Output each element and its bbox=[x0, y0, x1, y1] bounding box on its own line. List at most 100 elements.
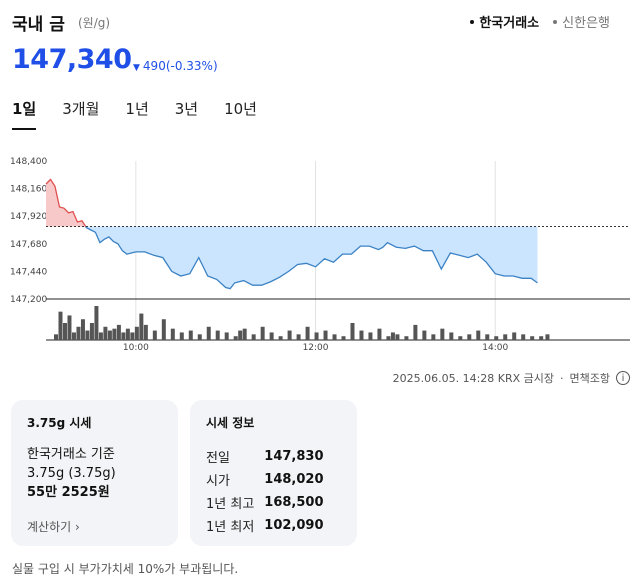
volume-bar bbox=[206, 326, 211, 340]
volume-bar bbox=[112, 328, 117, 340]
x-tick-label: 14:00 bbox=[482, 343, 508, 353]
volume-bar bbox=[134, 326, 139, 340]
price-chart[interactable]: 148,400 148,160 147,920 147,680 147,440 147,2… bbox=[0, 146, 640, 356]
info-card-title: 시세 정보 bbox=[206, 416, 255, 430]
volume-bar bbox=[224, 332, 229, 340]
volume-bar bbox=[62, 323, 67, 340]
info-value: 148,020 bbox=[264, 472, 324, 487]
volume-bar bbox=[530, 336, 535, 340]
table-row: 1년 최저 102,090 bbox=[206, 514, 324, 537]
volume-bar bbox=[323, 330, 328, 340]
volume-bar bbox=[485, 334, 490, 340]
info-value: 147,830 bbox=[264, 449, 324, 464]
y-tick-label: 148,400 bbox=[10, 157, 47, 167]
weight-basis: 한국거래소 기준 bbox=[27, 447, 115, 462]
tab-1y[interactable]: 1년 bbox=[125, 100, 149, 118]
tab-3y[interactable]: 3년 bbox=[174, 100, 199, 118]
volume-bar bbox=[130, 332, 135, 340]
volume-bar bbox=[80, 319, 85, 340]
volume-bar bbox=[413, 324, 418, 340]
x-tick-label: 10:00 bbox=[123, 343, 149, 353]
weight-card-title: 3.75g 시세 bbox=[27, 416, 92, 430]
volume-bar bbox=[170, 328, 175, 340]
y-tick-label: 147,920 bbox=[10, 212, 47, 222]
current-price: 147,340 bbox=[12, 44, 132, 75]
info-key: 시가 bbox=[206, 474, 230, 489]
volume-bar bbox=[359, 330, 364, 340]
volume-bar bbox=[386, 336, 391, 340]
volume-bar bbox=[121, 332, 126, 340]
volume-bar bbox=[341, 336, 346, 340]
bullet-icon bbox=[553, 19, 558, 24]
y-tick-label: 147,680 bbox=[10, 240, 47, 250]
info-key: 전일 bbox=[206, 451, 230, 466]
volume-bar bbox=[98, 332, 103, 340]
volume-bar bbox=[431, 334, 436, 340]
y-tick-label: 147,440 bbox=[10, 267, 47, 277]
volume-bar bbox=[404, 336, 409, 340]
area-below bbox=[85, 226, 538, 289]
volume-bar bbox=[494, 336, 499, 340]
volume-bar bbox=[390, 332, 395, 340]
volume-bar bbox=[85, 330, 90, 340]
volume-bar bbox=[260, 326, 265, 340]
volume-bar bbox=[103, 326, 108, 340]
volume-bar bbox=[89, 323, 94, 340]
volume-bar bbox=[94, 306, 99, 340]
volume-bar bbox=[440, 328, 445, 340]
volume-bar bbox=[215, 330, 220, 340]
volume-bar bbox=[161, 319, 166, 340]
table-row: 전일 147,830 bbox=[206, 445, 324, 468]
volume-bar bbox=[503, 334, 508, 340]
volume-bar bbox=[395, 334, 400, 340]
volume-bar bbox=[71, 332, 76, 340]
volume-bar bbox=[305, 326, 310, 340]
volume-bar bbox=[512, 332, 517, 340]
volume-bar bbox=[368, 332, 373, 340]
volume-bar bbox=[539, 336, 544, 340]
volume-bar bbox=[314, 332, 319, 340]
volume-bar bbox=[449, 332, 454, 340]
volume-bar bbox=[197, 334, 202, 340]
volume-bar bbox=[76, 326, 81, 340]
info-key: 1년 최저 bbox=[206, 520, 255, 535]
y-tick-label: 147,200 bbox=[10, 295, 47, 305]
price-change: ▼ 490(-0.33%) bbox=[133, 59, 218, 73]
volume-bar bbox=[458, 336, 463, 340]
price-info-table: 전일 147,830 시가 148,020 1년 최고 168,500 1년 최저 10… bbox=[206, 445, 324, 537]
bullet-icon bbox=[470, 19, 475, 24]
volume-bar bbox=[296, 334, 301, 340]
volume-bar bbox=[233, 336, 238, 340]
volume-bar bbox=[251, 334, 256, 340]
separator-dot: · bbox=[560, 371, 564, 385]
info-icon[interactable]: i bbox=[616, 371, 630, 385]
weight-value: 55만 2525원 bbox=[27, 485, 110, 500]
calculate-link[interactable]: 계산하기 › bbox=[27, 520, 80, 534]
period-tabs: 1일 3개월 1년 3년 10년 bbox=[12, 98, 283, 130]
tab-10y[interactable]: 10년 bbox=[224, 100, 257, 118]
volume-bar bbox=[269, 332, 274, 340]
vat-footnote: 실물 구입 시 부가가치세 10%가 부과됩니다. bbox=[12, 562, 239, 576]
volume-bar bbox=[152, 330, 157, 340]
volume-bar bbox=[350, 323, 355, 340]
volume-bar bbox=[422, 330, 427, 340]
price-info-card: 시세 정보 전일 147,830 시가 148,020 1년 최고 168,500 1… bbox=[190, 400, 357, 546]
volume-bar bbox=[139, 313, 144, 340]
source-krx[interactable]: 한국거래소 bbox=[470, 12, 539, 31]
weight-amount: 3.75g (3.75g) bbox=[27, 466, 116, 481]
change-amount: 490 bbox=[142, 59, 166, 73]
source-krx-label: 한국거래소 bbox=[479, 16, 540, 31]
volume-bar bbox=[125, 328, 130, 340]
source-shinhan[interactable]: 신한은행 bbox=[553, 12, 610, 31]
tab-3m[interactable]: 3개월 bbox=[62, 100, 100, 118]
volume-bar bbox=[287, 330, 292, 340]
info-value: 102,090 bbox=[264, 518, 324, 533]
volume-bar bbox=[476, 330, 481, 340]
unit-label: (원/g) bbox=[78, 16, 111, 30]
tab-1d[interactable]: 1일 bbox=[12, 100, 37, 130]
volume-bar bbox=[238, 330, 243, 340]
volume-bar bbox=[377, 328, 382, 340]
volume-bar bbox=[107, 330, 112, 340]
disclaimer-link[interactable]: 면책조항 bbox=[569, 372, 610, 385]
source-timestamp: 2025.06.05. 14:28 KRX 금시장 bbox=[392, 372, 555, 385]
